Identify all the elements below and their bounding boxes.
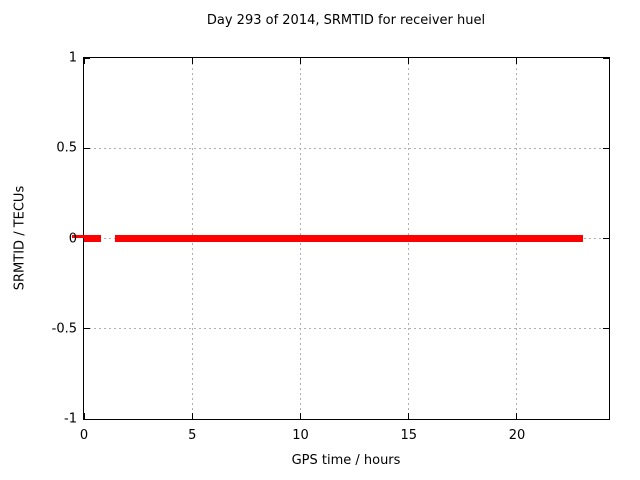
tick-y-0.5-right: [603, 147, 609, 149]
gridline-y--0.5: [84, 328, 609, 330]
y-tick-label-1: 1: [68, 50, 77, 66]
y-tick-label--0.5: -0.5: [51, 321, 77, 337]
tick-x-5-bottom: [191, 413, 193, 419]
tick-y--0.5-left: [84, 328, 90, 330]
y-tick-label-0: 0: [68, 231, 77, 246]
tick-y-1-right: [603, 57, 609, 59]
tick-y--1-left: [84, 418, 90, 420]
x-tick-label-15: 15: [400, 428, 418, 443]
x-tick-label-5: 5: [188, 428, 197, 443]
tick-y--0.5-right: [603, 328, 609, 330]
y-axis-label: SRMTID / TECUs: [12, 185, 28, 291]
tick-x-0-top: [83, 58, 85, 64]
data-series-segment: [84, 235, 101, 242]
x-tick-label-10: 10: [292, 428, 309, 443]
tick-y-0-right: [603, 238, 609, 239]
tick-y--1-right: [603, 418, 609, 420]
x-tick-label-0: 0: [79, 428, 89, 443]
tick-x-20-bottom: [516, 413, 518, 419]
y-tick-label--1: -1: [64, 411, 77, 427]
gridline-y-0.5: [84, 147, 609, 149]
chart-title: Day 293 of 2014, SRMTID for receiver hue…: [206, 13, 486, 28]
x-axis-label: GPS time / hours: [291, 453, 401, 468]
tick-y-1-left: [84, 57, 90, 59]
x-tick-label-20: 20: [508, 428, 526, 443]
tick-x-20-top: [516, 58, 518, 64]
plot-area: [83, 57, 610, 420]
data-series-segment: [114, 235, 583, 242]
tick-x-15-top: [408, 58, 410, 64]
tick-x-5-top: [191, 58, 193, 64]
tick-x-10-top: [299, 58, 301, 64]
tick-x-15-bottom: [408, 413, 410, 419]
tick-y-0.5-left: [84, 147, 90, 149]
tick-x-10-bottom: [299, 413, 301, 419]
zero-line-overhang: [72, 235, 84, 238]
y-tick-label-0.5: 0.5: [56, 140, 77, 156]
tick-x-0-bottom: [83, 413, 85, 419]
